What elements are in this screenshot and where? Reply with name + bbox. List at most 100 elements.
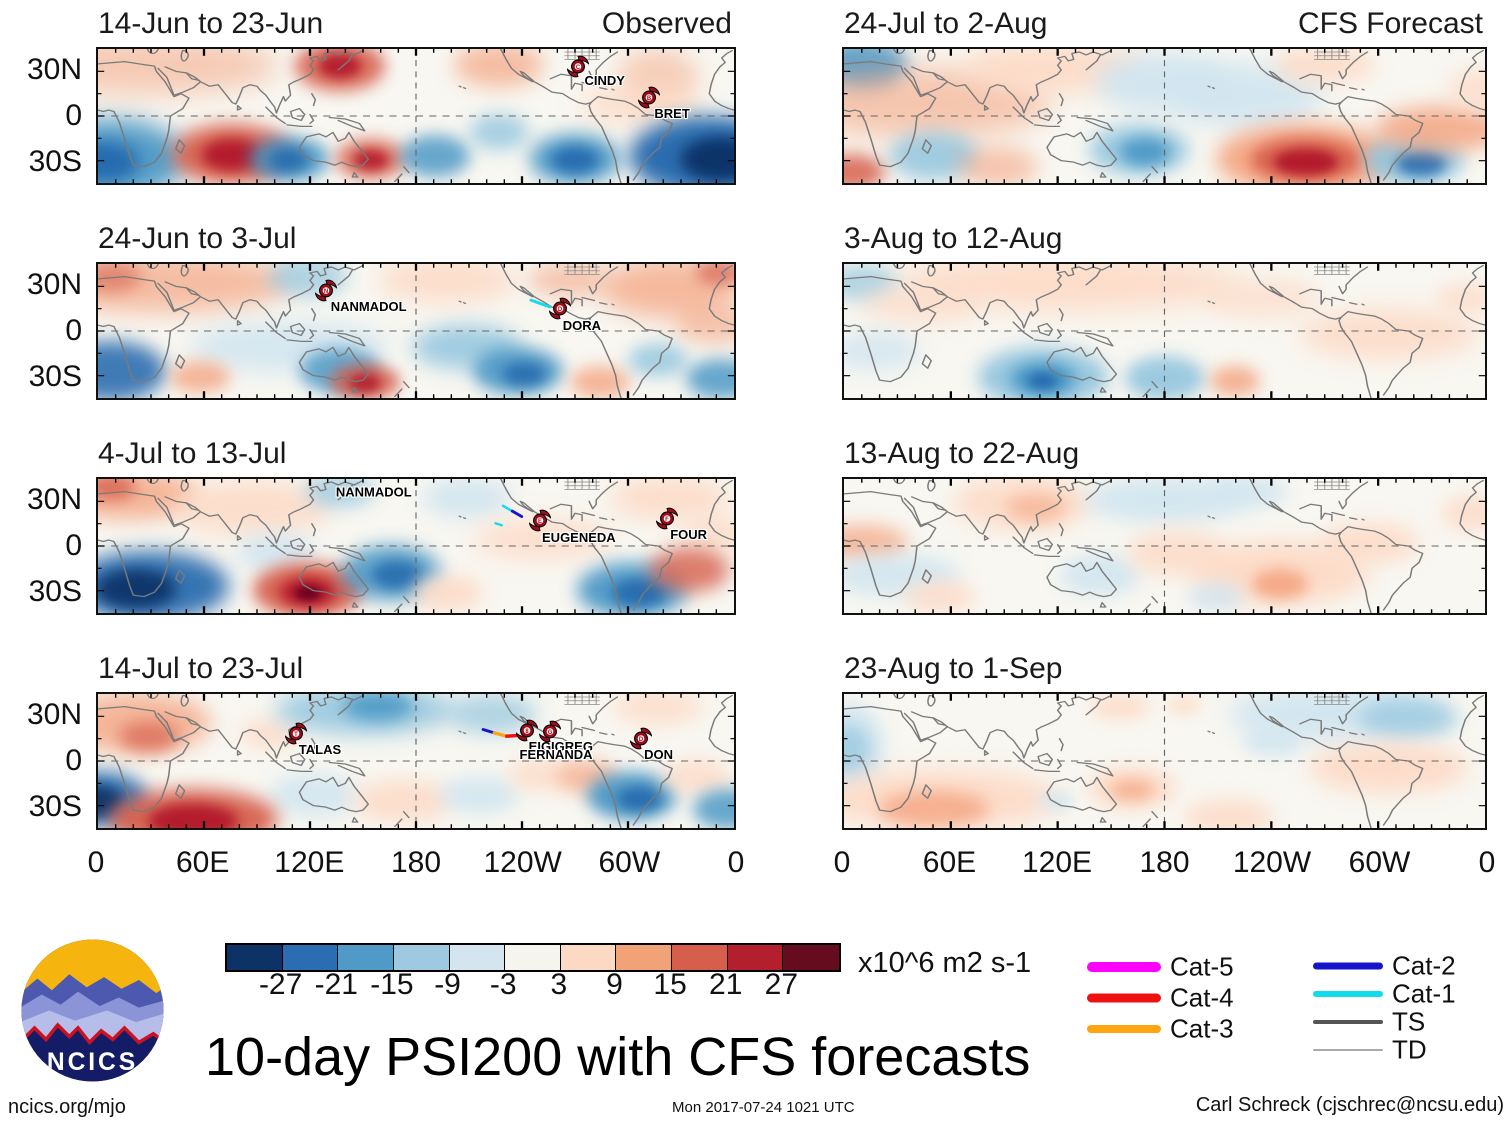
svg-text:8: 8	[525, 729, 529, 735]
y-axis-label: 30N	[26, 483, 82, 516]
panel-title: 14-Jul to 23-Jul	[98, 652, 304, 685]
storm-label: CINDY	[584, 73, 625, 89]
legend-row-cat-4: Cat-4	[1087, 983, 1320, 1013]
y-axis-label: 30N	[26, 698, 82, 731]
anomaly-blob	[674, 304, 734, 345]
anomaly-blob	[294, 585, 321, 600]
anomaly-blob	[98, 479, 136, 501]
ncics-logo: NCICS	[21, 939, 164, 1082]
colorbar-unit-label: x10^6 m2 s-1	[858, 947, 1032, 979]
hurricane-icon: C	[566, 56, 589, 78]
storm-symbol: F	[655, 505, 679, 536]
storm-track-segment	[529, 298, 552, 309]
anomaly-blob	[371, 561, 422, 590]
x-axis-label: 120W	[1232, 846, 1312, 879]
y-axis-label: 30S	[28, 145, 82, 178]
colorbar-cell	[227, 945, 283, 970]
anomaly-blob	[1395, 149, 1446, 176]
anomaly-blob	[528, 264, 609, 298]
colorbar-cell	[393, 945, 450, 970]
storm-symbol: G	[538, 718, 561, 749]
logo-ridge	[21, 1022, 164, 1082]
anomaly-blob	[1027, 372, 1058, 389]
storm-symbol: T	[284, 720, 308, 751]
anomaly-blob	[1273, 148, 1338, 175]
storm-symbol: C	[566, 54, 589, 85]
legend-label: TD	[1392, 1034, 1427, 1065]
svg-text:T: T	[294, 732, 298, 738]
svg-text:G: G	[547, 730, 552, 736]
svg-text:F: F	[665, 517, 669, 523]
storm-label: NANMADOL	[330, 299, 407, 315]
x-axis-label: 60E	[175, 846, 230, 879]
storm-label: TALAS	[298, 741, 342, 757]
storm-track-segment	[505, 733, 519, 738]
y-axis-label: 0	[65, 529, 82, 562]
footer-timestamp: Mon 2017-07-24 1021 UTC	[672, 1099, 855, 1116]
figure-title: 10-day PSI200 with CFS forecasts	[205, 1027, 1031, 1087]
y-axis-label: 0	[65, 744, 82, 777]
logo-text: NCICS	[47, 1049, 138, 1076]
map-panel	[842, 262, 1487, 400]
colorbar-tick-label: 15	[653, 968, 687, 1001]
x-axis-label: 60E	[922, 846, 977, 879]
legend-label: Cat-5	[1170, 951, 1234, 982]
storm-track-layer	[844, 479, 1485, 613]
storm-symbol: N	[314, 278, 337, 309]
storm-track-layer	[481, 728, 519, 738]
anomaly-blob	[502, 361, 547, 386]
anomaly-blob	[439, 775, 520, 814]
storm-label: FOUR	[670, 526, 708, 542]
anomaly-blob	[468, 114, 529, 151]
colorbar-cell	[505, 945, 561, 970]
storm-label: NANMADOL	[335, 484, 412, 500]
anomaly-blob	[342, 694, 413, 722]
storm-track-segment	[481, 728, 496, 735]
colorbar-cell	[560, 945, 617, 970]
anomaly-blob	[377, 264, 518, 303]
colorbar-cell	[338, 945, 394, 970]
anomaly-blob	[957, 146, 1038, 183]
legend-row-td: TD	[1313, 1034, 1510, 1065]
storm-track-segment	[494, 522, 503, 527]
hurricane-icon: E	[528, 509, 552, 531]
anomaly-blob	[349, 374, 382, 393]
anomaly-blob	[1251, 568, 1308, 599]
panel-title: 24-Jul to 2-Aug	[844, 7, 1048, 40]
legend-line-cat-3	[1087, 1025, 1161, 1033]
y-axis-label: 30N	[26, 268, 82, 301]
y-axis-label: 30S	[28, 790, 82, 823]
anomaly-blob	[1165, 695, 1202, 714]
panel-title: 23-Aug to 1-Sep	[844, 652, 1063, 685]
storm-track-layer	[494, 504, 524, 527]
map-panel: NANMADOL E EUGENEDA F FOUR	[96, 477, 736, 615]
storm-track-layer	[529, 298, 552, 309]
map-panel	[842, 692, 1487, 830]
anomaly-blob	[649, 547, 730, 593]
legend-line-cat-1	[1313, 991, 1383, 997]
storm-label: BRET	[654, 106, 690, 122]
legend-label: Cat-3	[1170, 1013, 1234, 1044]
map-panel	[842, 47, 1487, 185]
hurricane-icon: T	[284, 722, 308, 745]
storm-symbol: 8	[515, 717, 538, 748]
panel-title: 13-Aug to 22-Aug	[844, 437, 1080, 470]
colorbar-cell	[616, 945, 672, 970]
y-axis-label: 30S	[28, 575, 82, 608]
colorbar-tick-label: 9	[606, 968, 623, 1001]
svg-text:B: B	[647, 96, 652, 102]
legend-label: Cat-2	[1392, 950, 1456, 981]
svg-text:C: C	[575, 65, 580, 71]
legend-label: TS	[1392, 1006, 1426, 1037]
y-axis-label: 0	[65, 314, 82, 347]
svg-text:N: N	[324, 289, 328, 295]
anomaly-blob	[148, 804, 239, 828]
hurricane-icon: D	[548, 297, 571, 319]
anomaly-blob	[1187, 582, 1244, 611]
colorbar-tick-label: -3	[489, 968, 517, 1001]
anomaly-blob	[696, 264, 734, 286]
x-axis-label: 120E	[1021, 846, 1093, 879]
x-axis-label: 60W	[598, 846, 661, 879]
storm-symbol: D	[629, 725, 653, 756]
colorbar-cell	[783, 945, 839, 970]
